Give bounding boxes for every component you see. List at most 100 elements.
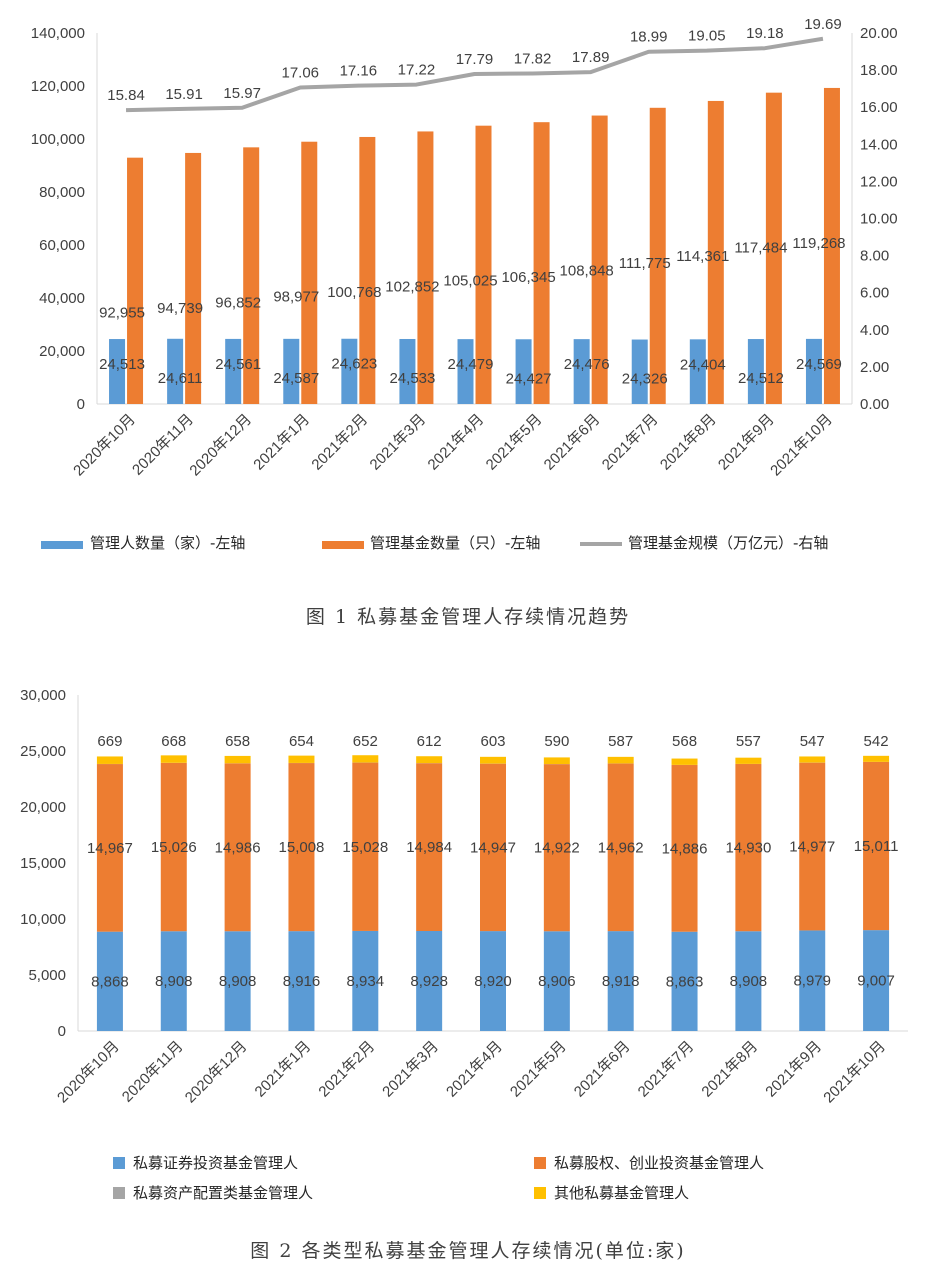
chart1-manager-data-label: 24,587 <box>273 370 319 387</box>
chart2-equity-data-label: 14,947 <box>470 839 516 856</box>
chart2-equity-segment <box>799 762 826 931</box>
chart2-equity-data-label: 14,962 <box>598 839 644 856</box>
chart2-equity-data-label: 14,977 <box>789 839 835 856</box>
chart1-category-label: 2020年10月 <box>70 411 139 480</box>
chart1-fund-data-label: 100,768 <box>327 284 381 301</box>
chart2-equity-segment <box>607 763 634 932</box>
chart2-securities-segment <box>224 931 251 1031</box>
chart1-manager-data-label: 24,611 <box>158 370 203 387</box>
legend-label-equity: 私募股权、创业投资基金管理人 <box>554 1154 764 1172</box>
chart2-other-data-label: 669 <box>97 733 122 750</box>
chart2-legend <box>113 1157 546 1199</box>
chart1-scale-data-label: 17.22 <box>398 62 436 79</box>
chart1-fund-bar <box>591 115 608 405</box>
chart1-caption: 图 1 私募基金管理人存续情况趋势 <box>306 606 630 628</box>
chart2-securities-segment <box>735 931 762 1031</box>
chart2-category-label: 2020年11月 <box>119 1038 187 1106</box>
chart1-fund-bar <box>649 107 666 404</box>
chart1-manager-data-label: 24,513 <box>99 356 145 373</box>
chart2-equity-data-label: 15,011 <box>854 838 899 855</box>
chart2-other-data-label: 568 <box>672 733 697 750</box>
legend-swatch-equity <box>534 1157 546 1169</box>
chart1-manager-bar <box>341 338 358 404</box>
chart2-securities-segment <box>863 930 890 1031</box>
chart2-equity-data-label: 15,026 <box>151 839 197 856</box>
chart1-scale-data-label: 15.91 <box>165 86 203 103</box>
chart1-right-tick-label: 14.00 <box>860 136 898 153</box>
legend-label-asset-allocation: 私募资产配置类基金管理人 <box>133 1184 313 1202</box>
chart1-right-tick-label: 20.00 <box>860 25 898 42</box>
chart1-left-tick-label: 140,000 <box>31 25 85 42</box>
chart2-equity-segment <box>735 764 762 932</box>
chart2-category-label: 2021年8月 <box>698 1038 761 1101</box>
chart2-other-data-label: 587 <box>608 733 633 750</box>
chart1-fund-data-label: 105,025 <box>443 273 497 290</box>
chart2-category-label: 2021年4月 <box>443 1038 506 1101</box>
chart1-manager-bar <box>515 339 532 404</box>
chart2-y-tick-label: 10,000 <box>20 911 66 928</box>
chart2-category-label: 2021年1月 <box>252 1038 315 1101</box>
chart2-equity-data-label: 15,008 <box>279 839 325 856</box>
chart1-fund-bar <box>185 152 202 404</box>
chart2-securities-segment <box>160 931 187 1031</box>
chart1-manager-data-label: 24,569 <box>796 356 842 373</box>
chart2-other-segment <box>607 756 634 764</box>
chart1-left-tick-label: 60,000 <box>39 237 85 254</box>
chart2-other-segment <box>288 755 315 763</box>
chart2-other-data-label: 542 <box>864 733 889 750</box>
chart1-fund-bar <box>127 157 144 404</box>
chart1-manager-bar <box>283 338 300 404</box>
chart2-securities-segment <box>480 931 506 1031</box>
chart1-manager-bar <box>109 339 126 404</box>
legend-label-scale: 管理基金规模（万亿元）-右轴 <box>628 534 828 552</box>
chart2-category-label: 2020年12月 <box>182 1038 251 1107</box>
chart2-other-segment <box>96 756 123 764</box>
chart2-securities-data-label: 8,906 <box>538 973 576 990</box>
chart1-manager-bar <box>399 338 416 404</box>
chart1-fund-bar <box>823 87 840 405</box>
chart2-other-data-label: 658 <box>225 733 250 750</box>
chart1-fund-data-label: 106,345 <box>501 269 555 286</box>
chart2-equity-data-label: 15,028 <box>342 839 388 856</box>
chart1-category-label: 2021年2月 <box>308 411 371 474</box>
chart2-equity-data-label: 14,922 <box>534 840 580 857</box>
chart2-securities-data-label: 8,908 <box>730 973 768 990</box>
chart2-securities-data-label: 8,918 <box>602 973 640 990</box>
chart2-securities-segment <box>543 931 570 1031</box>
chart2-equity-segment <box>160 762 187 932</box>
legend-swatch-other <box>534 1187 546 1199</box>
chart2-equity-data-label: 14,967 <box>87 840 133 857</box>
chart1-scale-data-label: 19.69 <box>804 16 842 33</box>
chart1-fund-data-label: 119,268 <box>792 235 845 252</box>
chart2 <box>77 695 908 1032</box>
chart1-left-tick-label: 80,000 <box>39 184 85 201</box>
chart2-securities-data-label: 8,979 <box>793 973 831 990</box>
chart1-manager-data-label: 24,404 <box>680 356 726 373</box>
chart2-equity-segment <box>863 761 890 931</box>
chart1-left-tick-label: 20,000 <box>39 343 85 360</box>
chart1-category-label: 2021年4月 <box>425 411 488 474</box>
chart1-fund-data-label: 117,484 <box>734 240 787 257</box>
chart2-y-tick-label: 0 <box>58 1023 66 1040</box>
chart2-securities-data-label: 8,934 <box>347 973 385 990</box>
chart2-other-segment <box>480 756 506 764</box>
chart1-manager-bar <box>747 339 764 404</box>
chart2-securities-segment <box>671 931 698 1031</box>
chart2-securities-data-label: 8,868 <box>91 973 129 990</box>
chart2-securities-data-label: 8,928 <box>410 973 448 990</box>
chart2-other-segment <box>863 755 890 762</box>
chart2-other-data-label: 557 <box>736 733 761 750</box>
chart1-scale-data-label: 15.97 <box>223 85 261 102</box>
chart1-right-tick-label: 8.00 <box>860 248 889 265</box>
chart1-left-tick-label: 40,000 <box>39 290 85 307</box>
chart1-scale-data-label: 17.89 <box>572 49 610 66</box>
chart1-fund-data-label: 102,852 <box>385 278 439 295</box>
chart1-scale-data-label: 18.99 <box>630 29 668 46</box>
chart2-equity-data-label: 14,886 <box>662 840 708 857</box>
chart1-right-tick-label: 4.00 <box>860 322 889 339</box>
chart2-other-segment <box>224 755 251 764</box>
chart1-fund-data-label: 96,852 <box>215 294 261 311</box>
chart1-scale-data-label: 15.84 <box>107 87 145 104</box>
chart2-other-data-label: 652 <box>353 733 378 750</box>
